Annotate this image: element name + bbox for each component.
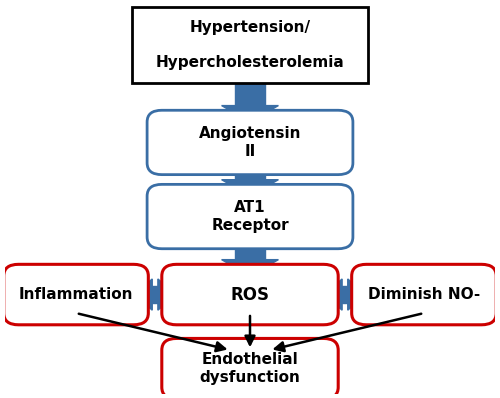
FancyBboxPatch shape bbox=[352, 264, 496, 325]
Polygon shape bbox=[222, 179, 278, 196]
Polygon shape bbox=[236, 75, 264, 105]
Polygon shape bbox=[222, 105, 278, 122]
Text: Inflammation: Inflammation bbox=[19, 287, 134, 302]
Polygon shape bbox=[236, 163, 264, 179]
Text: Angiotensin
II: Angiotensin II bbox=[199, 126, 301, 159]
Polygon shape bbox=[324, 279, 342, 310]
Text: AT1
Receptor: AT1 Receptor bbox=[211, 200, 289, 233]
Text: Endothelial
dysfunction: Endothelial dysfunction bbox=[200, 353, 300, 385]
Polygon shape bbox=[348, 279, 366, 310]
Text: ROS: ROS bbox=[230, 285, 270, 304]
Polygon shape bbox=[158, 279, 176, 310]
FancyBboxPatch shape bbox=[162, 338, 338, 398]
FancyBboxPatch shape bbox=[132, 7, 368, 83]
Polygon shape bbox=[134, 279, 152, 310]
Polygon shape bbox=[152, 286, 158, 303]
FancyBboxPatch shape bbox=[4, 264, 148, 325]
Polygon shape bbox=[222, 259, 278, 276]
FancyBboxPatch shape bbox=[162, 264, 338, 325]
Text: Hypertension/

Hypercholesterolemia: Hypertension/ Hypercholesterolemia bbox=[156, 20, 344, 70]
FancyBboxPatch shape bbox=[147, 184, 353, 249]
Text: Diminish NO-: Diminish NO- bbox=[368, 287, 480, 302]
Polygon shape bbox=[236, 237, 264, 259]
Polygon shape bbox=[342, 286, 348, 303]
FancyBboxPatch shape bbox=[147, 110, 353, 175]
